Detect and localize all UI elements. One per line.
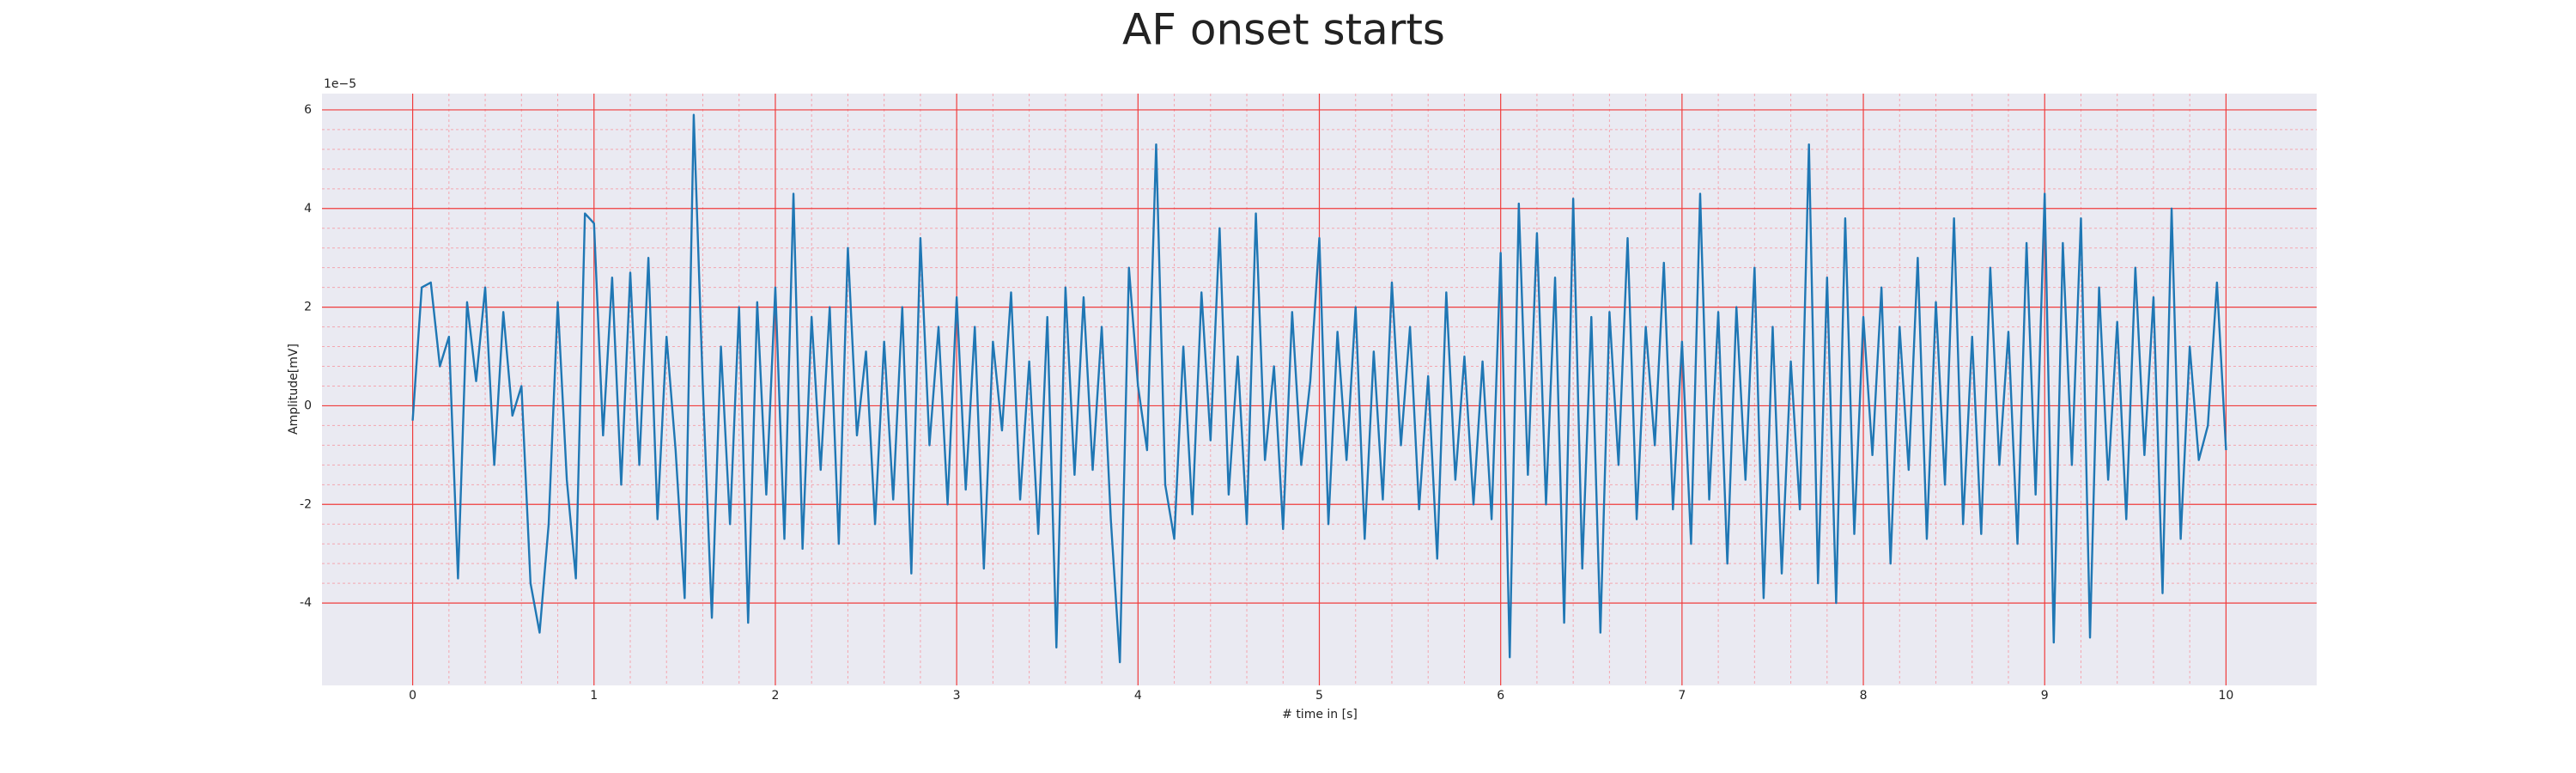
x-axis-label: # time in [s] [1282, 708, 1358, 721]
x-tick-label: 0 [409, 689, 416, 703]
y-tick-label: 0 [304, 399, 312, 412]
signal-line [411, 113, 2227, 664]
y-tick-label: 2 [304, 301, 312, 314]
x-tick-label: 2 [771, 689, 779, 703]
x-tick-label: 7 [1678, 689, 1686, 703]
x-tick-label: 6 [1497, 689, 1504, 703]
y-tick-label: -2 [300, 497, 312, 511]
x-tick-label: 1 [590, 689, 598, 703]
x-tick-label: 8 [1860, 689, 1868, 703]
y-tick-label: 4 [304, 202, 312, 216]
x-tick-label: 4 [1134, 689, 1142, 703]
y-offset-label: 1e−5 [324, 77, 356, 91]
chart-title: AF onset starts [1122, 5, 1445, 55]
y-tick-label: 6 [304, 103, 312, 117]
y-tick-label: -4 [300, 596, 312, 610]
x-tick-label: 9 [2041, 689, 2049, 703]
x-tick-label: 10 [2218, 689, 2233, 703]
x-tick-label: 5 [1315, 689, 1323, 703]
x-tick-label: 3 [953, 689, 961, 703]
y-axis-label: Amplitude[mV] [287, 344, 301, 435]
